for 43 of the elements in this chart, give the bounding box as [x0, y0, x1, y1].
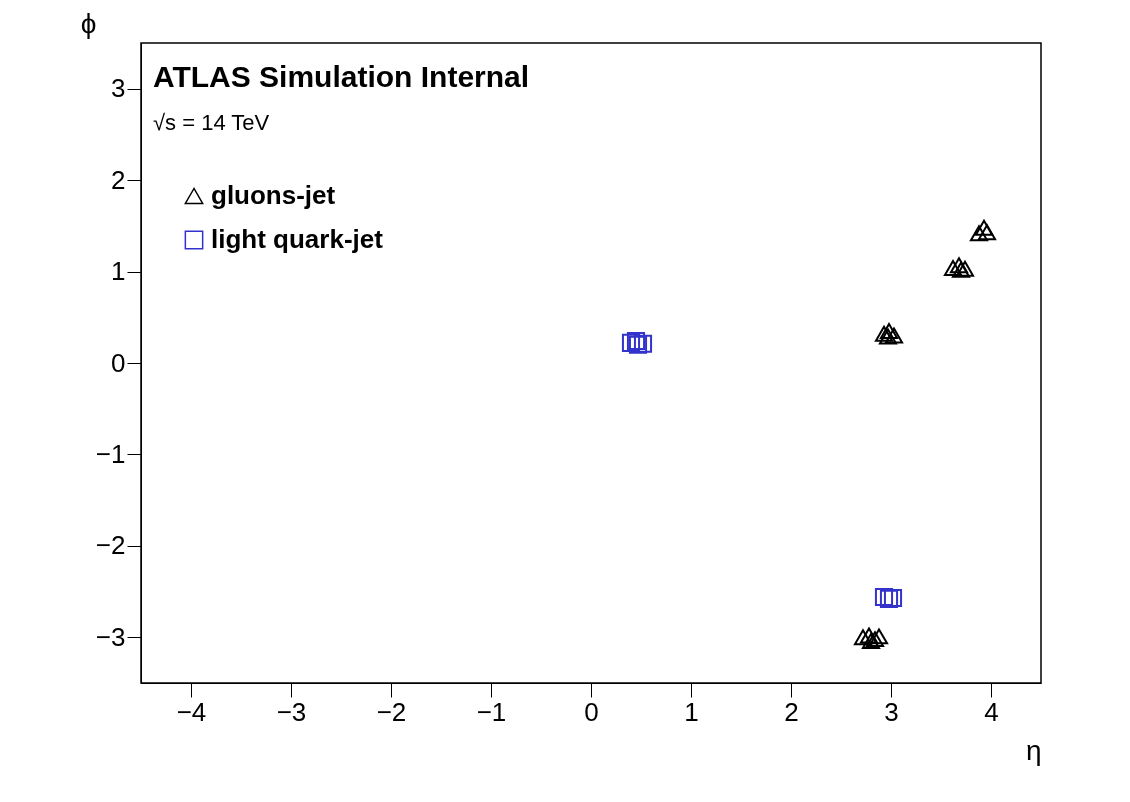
x-axis-title: η	[1025, 734, 1042, 766]
point	[879, 323, 899, 339]
point	[865, 631, 885, 648]
point	[633, 334, 653, 353]
legend-label: gluons-jet	[211, 180, 336, 210]
x-tick-label: −4	[176, 696, 207, 727]
x-tick-label: 4	[984, 696, 999, 727]
x-tick-label: −1	[476, 696, 507, 727]
x-tick-label: −2	[376, 696, 407, 727]
point	[853, 629, 873, 646]
x-tick-label: 1	[684, 696, 699, 727]
y-tick-label: −2	[95, 530, 126, 561]
x-tick-label: 2	[784, 696, 799, 727]
point	[874, 325, 894, 342]
point	[859, 627, 879, 644]
point	[879, 589, 899, 608]
point	[861, 632, 881, 649]
point	[884, 327, 904, 344]
y-tick-label: 2	[111, 164, 126, 195]
point	[969, 225, 989, 242]
x-tick-label: 3	[884, 696, 899, 727]
point	[977, 224, 997, 241]
point	[951, 261, 971, 278]
point	[874, 588, 894, 607]
point	[878, 328, 898, 345]
x-tick-label: −3	[276, 696, 307, 727]
point	[955, 260, 975, 277]
annotation: √s = 14 TeV	[153, 110, 270, 135]
y-tick-label: −1	[95, 438, 126, 469]
legend-label: light quark-jet	[211, 224, 384, 254]
y-tick-label: 1	[111, 256, 126, 287]
point	[949, 257, 969, 274]
y-tick-label: 3	[111, 73, 126, 104]
annotation: ATLAS Simulation Internal	[153, 60, 530, 93]
point	[883, 588, 903, 608]
x-tick-label: 0	[584, 696, 599, 727]
point	[621, 333, 641, 352]
y-axis-title: ϕ	[80, 7, 97, 39]
y-tick-label: 0	[111, 347, 126, 378]
point	[869, 628, 889, 645]
point	[974, 219, 994, 236]
y-tick-label: −3	[95, 621, 126, 652]
point	[943, 259, 963, 276]
